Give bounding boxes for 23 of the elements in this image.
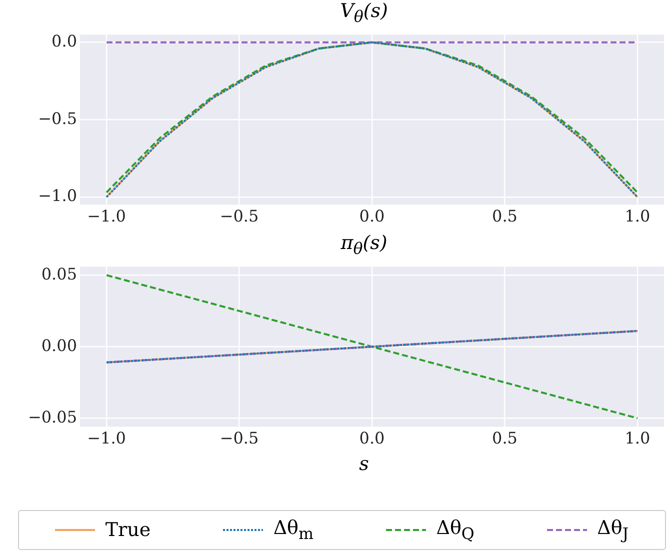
x-tick-label: 0.5	[492, 206, 518, 226]
x-tick-label: −1.0	[87, 206, 126, 226]
y-tick-label: 0.0	[52, 31, 77, 50]
y-tick-label: 0.05	[41, 264, 77, 284]
x-tick-label: 0.5	[492, 428, 518, 448]
chart-title: V$_{θ}$(s)	[339, 0, 389, 26]
x-tick-label: 0.0	[359, 428, 385, 448]
y-tick-label: −0.05	[28, 407, 77, 426]
legend-label: True	[105, 519, 151, 541]
x-tick-label: 1.0	[624, 428, 650, 448]
x-tick-label: −0.5	[220, 428, 259, 448]
y-tick-label: 0.00	[41, 336, 77, 355]
x-tick-label: 1.0	[624, 206, 650, 226]
legend-label: Δθ$_{J}$	[597, 517, 629, 543]
x-tick-label: −1.0	[87, 428, 126, 448]
x-axis-title: s	[358, 453, 370, 475]
chart-title: π$_{θ}$(s)	[340, 232, 388, 258]
y-tick-label: −0.5	[38, 108, 77, 128]
x-tick-label: −0.5	[220, 206, 259, 226]
legend-label: Δθ$_{m}$	[273, 517, 314, 543]
y-tick-label: −1.0	[38, 186, 77, 206]
legend-label: Δθ$_{Q}$	[436, 517, 474, 543]
x-tick-label: 0.0	[359, 206, 385, 226]
